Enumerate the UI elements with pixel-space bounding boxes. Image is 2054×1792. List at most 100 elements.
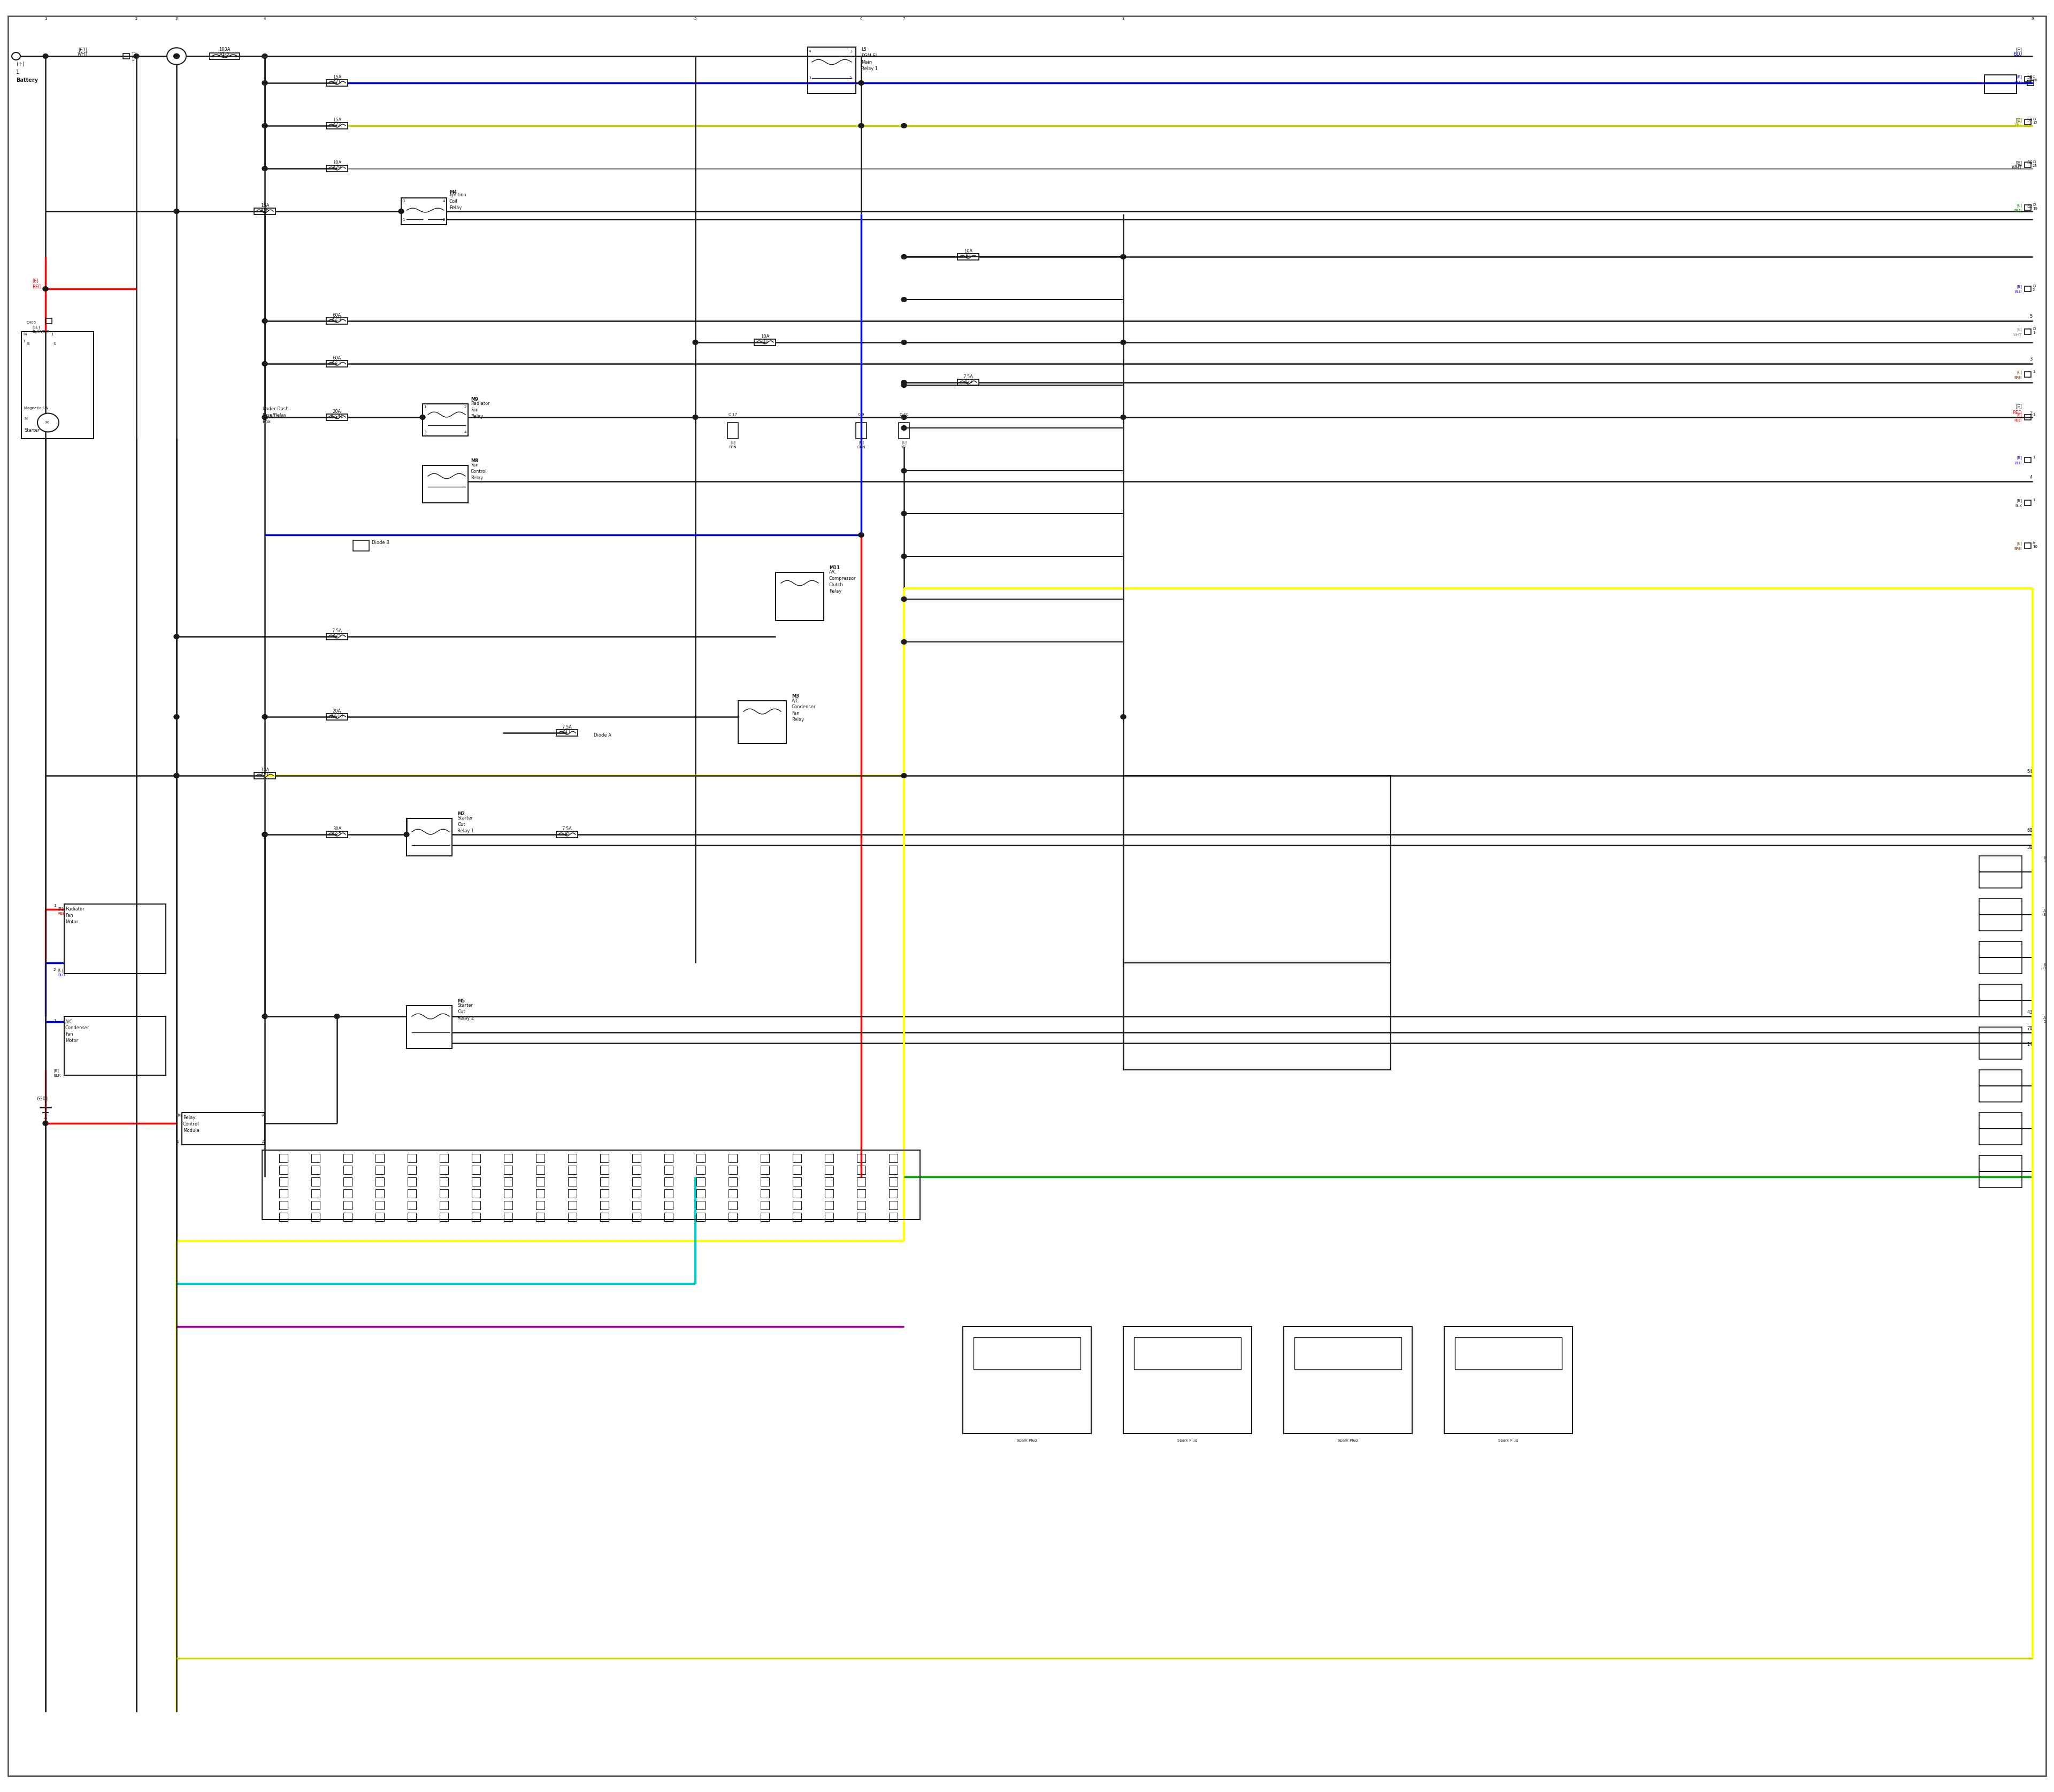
Text: [E]: [E] [2017, 202, 2021, 206]
Bar [312, 1213, 320, 1220]
Bar [343, 1190, 351, 1197]
Text: Diode B: Diode B [372, 539, 390, 545]
Text: [E]: [E] [53, 1068, 60, 1072]
Text: B2: B2 [965, 253, 972, 258]
Bar [64, 1016, 166, 1075]
Text: BLK/WHT: BLK/WHT [33, 330, 49, 333]
Bar [760, 1165, 768, 1174]
Text: [E]: [E] [2017, 328, 2021, 332]
Text: A29: A29 [333, 165, 341, 170]
Circle shape [902, 340, 906, 344]
Text: Motor: Motor [66, 1038, 78, 1043]
Bar [696, 1190, 705, 1197]
Text: Fan: Fan [791, 711, 799, 715]
Bar [776, 572, 824, 620]
Bar [353, 539, 370, 550]
Text: 100A: 100A [220, 47, 230, 52]
Text: C
58: C 58 [2033, 75, 2038, 82]
Bar [536, 1213, 544, 1220]
Bar [312, 1154, 320, 1163]
Bar [1980, 1027, 2021, 1059]
Text: Relay: Relay [183, 1115, 195, 1120]
Text: Control: Control [470, 470, 487, 473]
Text: Coil: Coil [450, 199, 458, 204]
Text: Motor: Motor [66, 919, 78, 925]
Bar [343, 1165, 351, 1174]
Bar [729, 1201, 737, 1210]
Bar [327, 165, 347, 172]
Text: Relay: Relay [450, 206, 462, 210]
Text: 5: 5 [2029, 314, 2033, 319]
Text: 1: 1 [53, 903, 55, 907]
Bar [963, 1326, 1091, 1434]
Bar [343, 1213, 351, 1220]
Text: Relay 1: Relay 1 [861, 66, 877, 72]
Text: A2-1: A2-1 [333, 360, 343, 366]
Bar [807, 47, 857, 93]
Bar [343, 1154, 351, 1163]
Text: 3: 3 [175, 18, 179, 20]
Circle shape [398, 210, 405, 213]
Bar [729, 1165, 737, 1174]
Text: Starter: Starter [25, 428, 39, 432]
Bar [2027, 81, 2033, 86]
Bar [327, 79, 347, 86]
Text: BRN: BRN [2015, 547, 2021, 550]
Bar [327, 414, 347, 421]
Bar [569, 1165, 577, 1174]
Bar [663, 1190, 674, 1197]
Text: Spark Plug: Spark Plug [1177, 1439, 1197, 1443]
Text: A22: A22 [333, 122, 341, 127]
Bar [569, 1154, 577, 1163]
Text: 15A: 15A [333, 75, 341, 79]
Bar [407, 1005, 452, 1048]
Circle shape [263, 1014, 267, 1018]
Circle shape [175, 774, 179, 778]
Bar [327, 633, 347, 640]
Circle shape [175, 774, 179, 778]
Bar [889, 1154, 898, 1163]
Circle shape [166, 48, 187, 65]
Bar [727, 423, 737, 439]
Text: [E]: [E] [33, 278, 39, 283]
Text: YEL: YEL [2015, 122, 2021, 127]
Bar [696, 1177, 705, 1186]
Text: 66: 66 [2027, 161, 2033, 165]
Bar [696, 1165, 705, 1174]
Text: M2: M2 [458, 812, 464, 817]
Text: BLU: BLU [2015, 462, 2021, 464]
Bar [760, 1190, 768, 1197]
Text: [E]: [E] [2015, 47, 2021, 52]
Bar [696, 1154, 705, 1163]
Text: BRN: BRN [2015, 376, 2021, 380]
Bar [423, 403, 468, 435]
Bar [1980, 857, 2021, 889]
Bar [343, 1177, 351, 1186]
Text: A16: A16 [261, 208, 269, 213]
Text: 42: 42 [2027, 204, 2033, 210]
Circle shape [43, 1122, 47, 1125]
Bar [279, 1190, 288, 1197]
Text: 20A: 20A [333, 409, 341, 414]
Text: Relay: Relay [830, 590, 842, 593]
Text: Condenser: Condenser [66, 1025, 90, 1030]
Text: M: M [25, 418, 27, 421]
Text: M11: M11 [830, 566, 840, 570]
Text: A25: A25 [333, 633, 341, 638]
Bar [2025, 120, 2031, 125]
Text: B22: B22 [963, 380, 972, 383]
Circle shape [263, 831, 267, 837]
Bar [1980, 1113, 2021, 1145]
Bar [737, 701, 787, 744]
Bar [536, 1201, 544, 1210]
Text: Under-Dash: Under-Dash [263, 407, 288, 412]
Bar [663, 1177, 674, 1186]
Bar [760, 1154, 768, 1163]
Text: PGM-FI: PGM-FI [861, 54, 877, 59]
Bar [793, 1213, 801, 1220]
Circle shape [175, 715, 179, 719]
Text: 2: 2 [464, 405, 466, 409]
Text: [E]: [E] [2017, 371, 2021, 375]
Circle shape [902, 597, 906, 602]
Bar [974, 1337, 1080, 1369]
